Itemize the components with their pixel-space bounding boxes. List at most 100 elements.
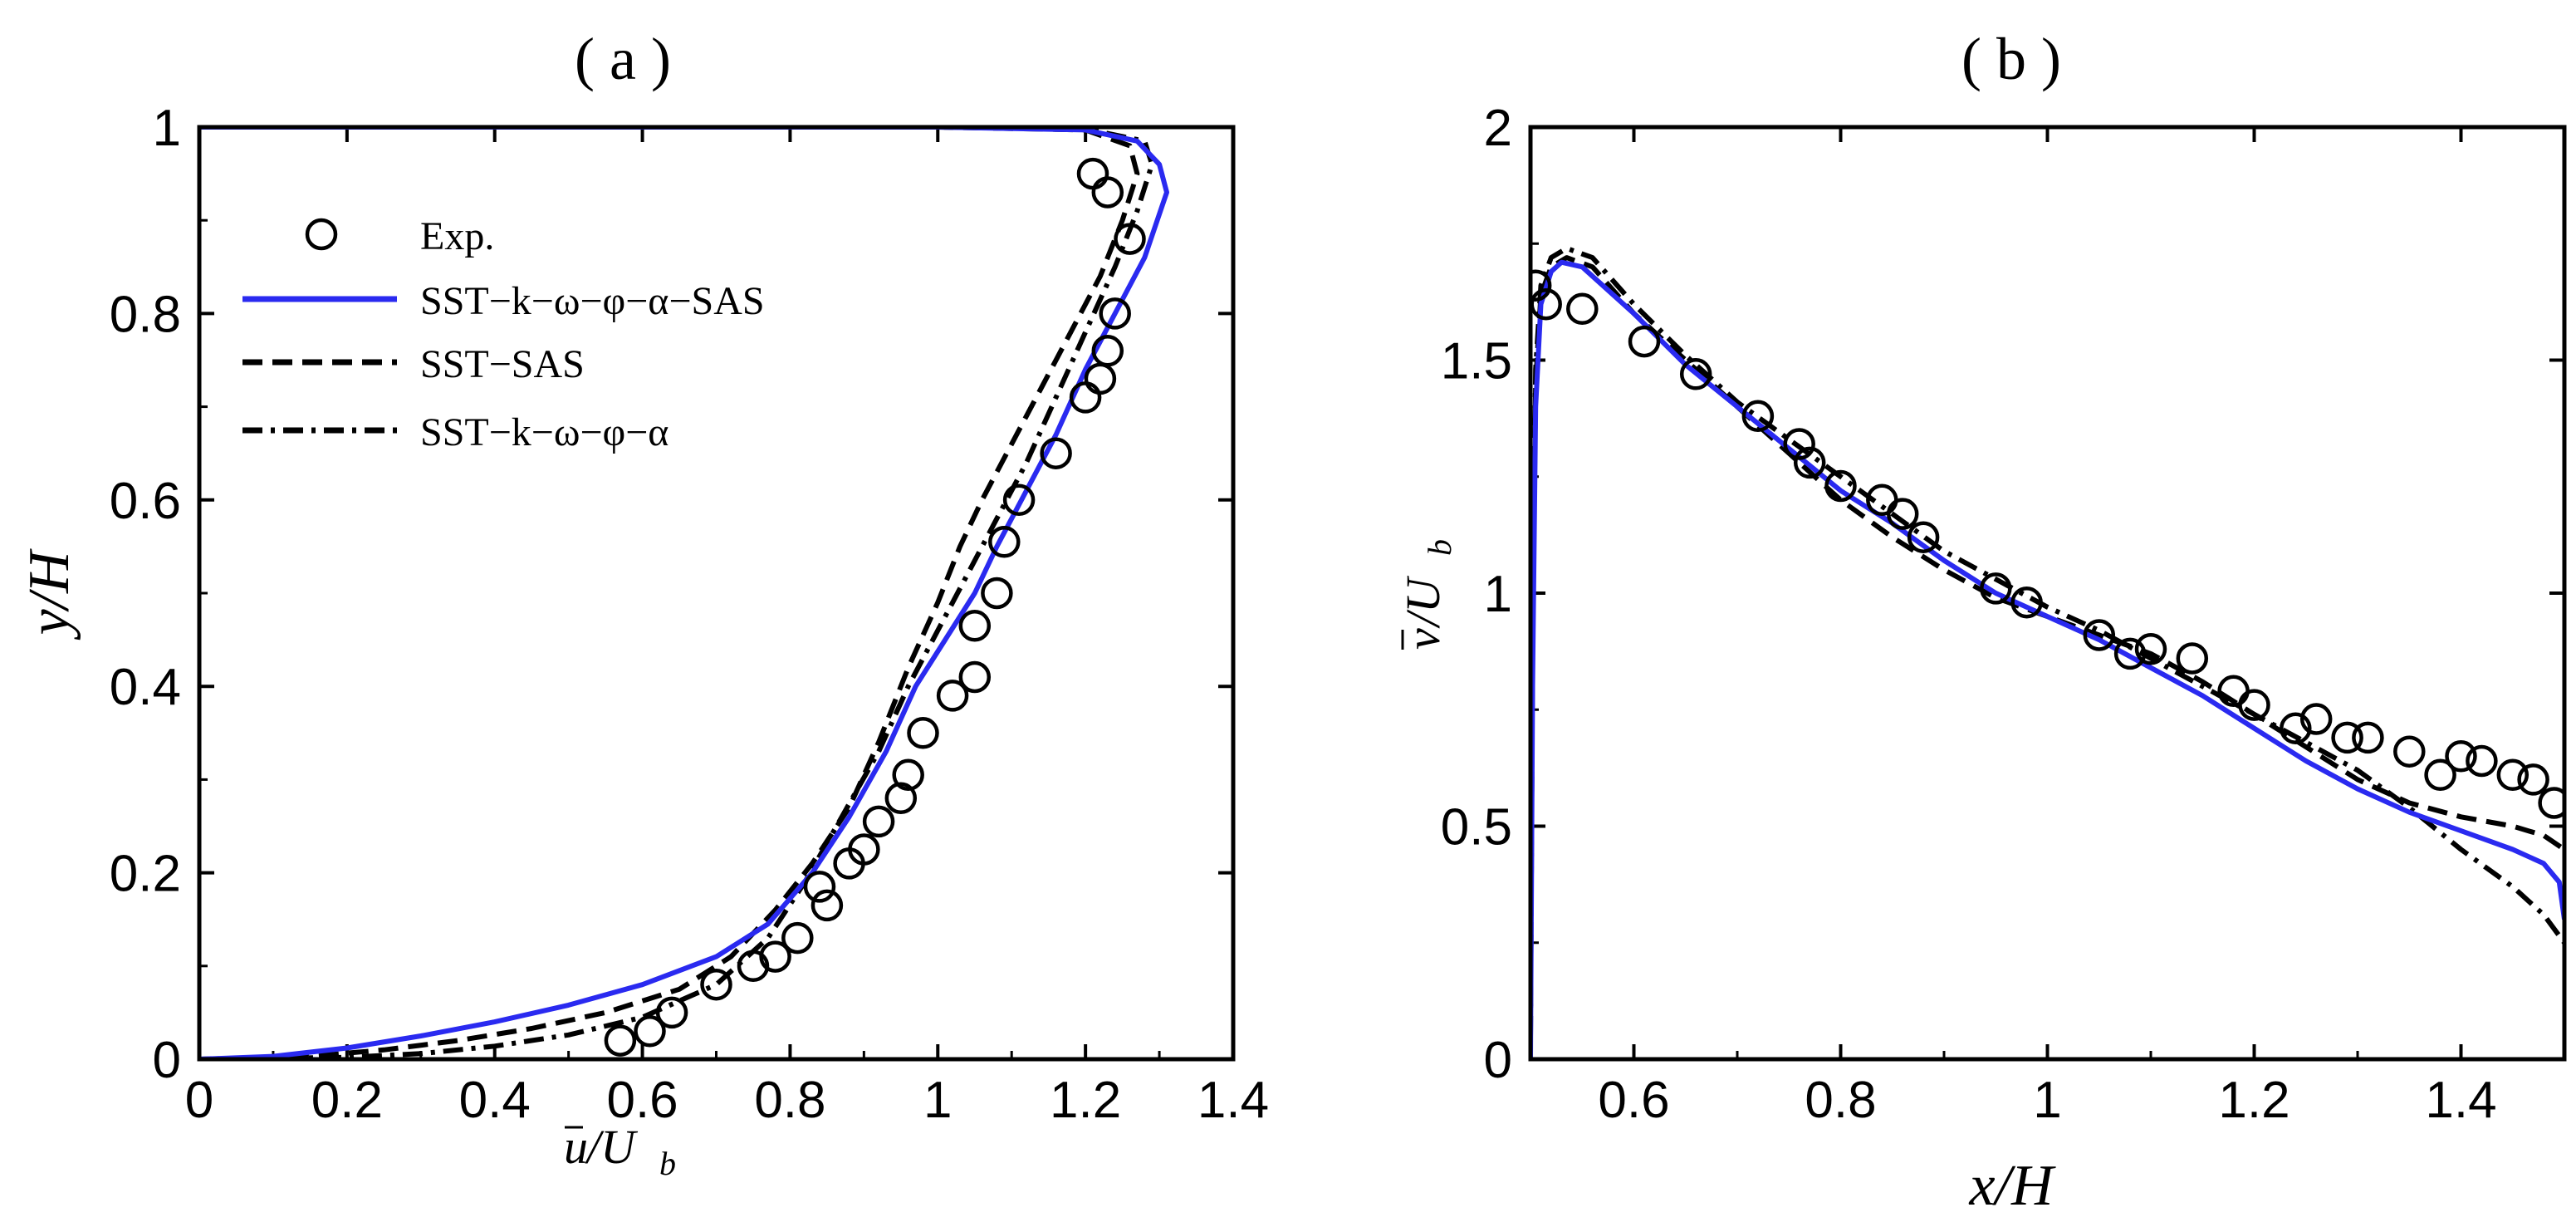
panel-b-exp-point bbox=[1886, 498, 1919, 530]
legend-item-sst-kwpa-sas: SST−k−ω−φ−α−SAS bbox=[242, 279, 765, 323]
panel-b-exp-point bbox=[2280, 712, 2312, 744]
panel-b-exp-point bbox=[2331, 721, 2363, 754]
panel-a-ytick-label: 1 bbox=[153, 100, 181, 157]
panel-b-ytick-label: 1.5 bbox=[1441, 333, 1512, 390]
legend-label-sst-kwpa: SST−k−ω−φ−α bbox=[420, 410, 668, 454]
panel-a-exp-point bbox=[981, 577, 1013, 610]
panel-a-xtick-label: 0.2 bbox=[311, 1072, 383, 1129]
panel-a-exp-point bbox=[988, 526, 1021, 558]
legend-label-sst-kwpa-sas: SST−k−ω−φ−α−SAS bbox=[420, 279, 765, 323]
panel-b-exp-point bbox=[1741, 400, 1775, 433]
panel-b-exp-point bbox=[1566, 292, 1599, 326]
panel-b-exp-point bbox=[2010, 586, 2043, 619]
panel-a-exp-point bbox=[700, 968, 732, 1001]
panel-a-xlabel-main: u bbox=[564, 1120, 588, 1174]
panel-a-title: ( a ) bbox=[575, 26, 671, 92]
panel-a-exp-point bbox=[1040, 437, 1072, 469]
panel-b-exp-point bbox=[2176, 642, 2209, 675]
legend-label-exp: Exp. bbox=[420, 214, 494, 258]
panel-a-xlabel-sub: b bbox=[659, 1145, 676, 1182]
legend-marker-exp bbox=[305, 218, 338, 251]
panel-a-xtick-label: 0.8 bbox=[754, 1072, 825, 1129]
panel-b: ( b ) 0.6 0.8 1 1.2 1.4 0 0.5 1 1.5 2 v /U b x/H bbox=[1396, 26, 2567, 1218]
panel-a-exp-point bbox=[848, 833, 880, 866]
panel-b-ylabel: v /U b bbox=[1396, 539, 1458, 650]
panel-a-frame bbox=[197, 125, 1236, 1062]
panel-b-exp-point bbox=[1530, 269, 1552, 302]
panel-a-ylabel: y/H bbox=[17, 548, 81, 640]
panel-b-xlabel: x/H bbox=[1968, 1154, 2056, 1218]
panel-a-ytick-label: 0.8 bbox=[110, 286, 181, 343]
panel-a-exp-point bbox=[1091, 335, 1124, 367]
panel-a-exp-point bbox=[811, 889, 844, 922]
panel-b-exp-point bbox=[2424, 758, 2456, 792]
legend-item-exp: Exp. bbox=[305, 214, 494, 258]
panel-a-ytick-label: 0.4 bbox=[110, 659, 181, 716]
panel-a-xtick-label: 1.2 bbox=[1050, 1072, 1121, 1129]
panel-a: ( a ) 0 0.2 0.4 0.6 0.8 1 1.2 1.4 0 0.2 0.4 0.6 0.8 1… bbox=[17, 26, 1269, 1182]
panel-a-exp-point bbox=[1002, 483, 1036, 517]
legend-label-sst-sas: SST−SAS bbox=[420, 342, 585, 386]
panel-a-series bbox=[199, 127, 1169, 1059]
panel-b-ylabel-denom: /U bbox=[1396, 575, 1450, 629]
panel-b-title: ( b ) bbox=[1961, 26, 2061, 92]
panel-a-exp-point bbox=[737, 950, 770, 983]
panel-a-exp-point bbox=[958, 610, 992, 642]
panel-b-exp-point bbox=[2445, 740, 2477, 773]
panel-b-exp-point bbox=[2517, 763, 2549, 796]
legend-item-sst-kwpa: SST−k−ω−φ−α bbox=[242, 410, 668, 454]
panel-a-line-sst-k-dashdot bbox=[199, 127, 1155, 1059]
panel-b-xtick-label: 1 bbox=[2033, 1072, 2061, 1129]
panel-b-ytick-label: 0 bbox=[1484, 1032, 1512, 1089]
panel-a-exp-point bbox=[604, 1024, 637, 1057]
panel-b-frame bbox=[1528, 125, 2567, 1062]
panel-a-xtick-label: 1.4 bbox=[1197, 1072, 1269, 1129]
panel-b-xtick-label: 1.4 bbox=[2425, 1072, 2496, 1129]
panel-b-exp-point bbox=[2352, 721, 2384, 754]
panel-b-xtick-label: 1.2 bbox=[2218, 1072, 2290, 1129]
panel-a-exp-point bbox=[655, 996, 688, 1029]
panel-b-line-sst-k-sas-solid-blue bbox=[1530, 259, 2564, 1059]
panel-b-xtick-label: 0.6 bbox=[1598, 1072, 1669, 1129]
panel-b-ytick-label: 0.5 bbox=[1441, 799, 1512, 856]
panel-a-exp-point bbox=[759, 940, 791, 973]
panel-b-exp-point bbox=[2299, 703, 2333, 735]
panel-a-xtick-label: 0 bbox=[185, 1072, 213, 1129]
panel-a-exp-point bbox=[1099, 297, 1131, 330]
panel-a-line-sst-sas-dashed bbox=[199, 127, 1140, 1059]
panel-b-exp-point bbox=[2466, 744, 2498, 778]
panel-b-exp-point bbox=[1783, 428, 1815, 460]
panel-a-exp-point bbox=[958, 660, 992, 694]
panel-a-ticks: 0 0.2 0.4 0.6 0.8 1 1.2 1.4 0 0.2 0.4 0.6 0.8 1 bbox=[110, 100, 1269, 1129]
panel-b-exp-point bbox=[2538, 787, 2564, 819]
panel-a-exp-point bbox=[907, 717, 939, 749]
panel-a-xlabel-denom: /U bbox=[585, 1120, 639, 1174]
panel-b-exp-point bbox=[2113, 637, 2147, 670]
panel-a-line-sst-k-sas-solid-blue bbox=[199, 127, 1169, 1059]
panel-b-ticks: 0.6 0.8 1 1.2 1.4 0 0.5 1 1.5 2 bbox=[1441, 100, 2566, 1129]
panel-b-exp-point bbox=[1679, 358, 1712, 390]
panel-b-exp-point bbox=[1907, 521, 1940, 553]
panel-a-exp-point bbox=[1091, 176, 1124, 209]
panel-a-exp-point bbox=[803, 871, 836, 903]
panel-b-line-sst-k-dashdot bbox=[1530, 245, 2564, 1037]
panel-a-exp-point bbox=[781, 921, 814, 955]
legend: Exp. SST−k−ω−φ−α−SAS SST−SAS SST−k−ω−φ−α bbox=[242, 214, 765, 454]
panel-b-exp-point bbox=[2496, 758, 2529, 792]
panel-b-exp-point bbox=[2083, 619, 2116, 651]
panel-a-exp-point bbox=[1114, 223, 1146, 255]
panel-a-exp-point bbox=[936, 680, 969, 712]
legend-item-sst-sas: SST−SAS bbox=[242, 342, 585, 386]
panel-b-exp-point bbox=[2393, 735, 2426, 768]
panel-b-series bbox=[1530, 245, 2564, 1059]
panel-b-exp-point bbox=[1628, 325, 1661, 358]
panel-a-xtick-label: 0.4 bbox=[459, 1072, 531, 1129]
panel-a-xlabel: u /U b bbox=[564, 1120, 676, 1182]
panel-b-ylabel-sub: b bbox=[1421, 539, 1458, 556]
panel-b-exp-point bbox=[1980, 572, 2012, 605]
panel-b-exp-point bbox=[1824, 469, 1857, 503]
panel-a-ytick-label: 0 bbox=[153, 1032, 181, 1089]
panel-a-exp-point bbox=[884, 782, 918, 815]
panel-b-ylabel-main: v bbox=[1396, 628, 1450, 650]
